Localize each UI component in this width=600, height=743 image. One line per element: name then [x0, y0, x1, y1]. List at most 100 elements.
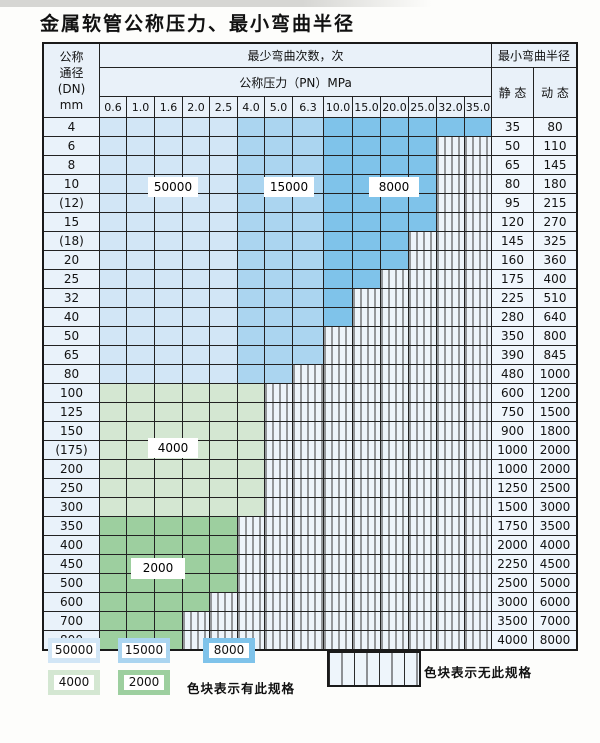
cell-no-spec [464, 383, 492, 403]
cell-has-spec [126, 345, 155, 365]
cell-has-spec [154, 497, 183, 517]
cell-no-spec [264, 535, 293, 555]
cell-no-spec [352, 364, 381, 384]
cell-has-spec [126, 497, 155, 517]
cell-has-spec [126, 231, 155, 251]
pressure-col-header: 2.5 [209, 96, 238, 118]
cell-has-spec [264, 250, 293, 270]
cell-has-spec [126, 478, 155, 498]
cell-no-spec [408, 611, 437, 631]
cell-no-spec [464, 535, 492, 555]
cell-no-spec [436, 440, 465, 460]
static-value-cell: 900 [491, 421, 534, 441]
cell-has-spec [237, 497, 265, 517]
table-row: 700 3500 7000 [42, 611, 578, 631]
cell-has-spec [209, 497, 238, 517]
cell-has-spec [209, 174, 238, 194]
pressure-header: 公称压力（PN）MPa [99, 67, 492, 97]
pressure-col-header: 5.0 [264, 96, 293, 118]
dn-cell: 20 [42, 250, 100, 270]
static-value-cell: 225 [491, 288, 534, 308]
cell-has-spec [99, 402, 127, 422]
cell-has-spec [126, 212, 155, 232]
legend-swatch-4000: 4000 [48, 670, 100, 695]
dynamic-value-cell: 1500 [533, 402, 578, 422]
cell-no-spec [264, 573, 293, 593]
label-2000-cycles: 2000 [132, 559, 184, 578]
cell-has-spec [209, 193, 238, 213]
cell-no-spec [408, 497, 437, 517]
static-value-cell: 1000 [491, 440, 534, 460]
cell-has-spec [323, 212, 353, 232]
cell-no-spec [436, 136, 465, 156]
cell-has-spec [182, 516, 210, 536]
cell-no-spec [237, 535, 265, 555]
cell-no-spec [436, 231, 465, 251]
cell-has-spec [154, 364, 183, 384]
legend-swatch-label: 50000 [51, 643, 97, 658]
cell-has-spec [209, 478, 238, 498]
cell-has-spec [292, 212, 324, 232]
dn-header-line1: 公称 [59, 49, 84, 64]
cell-no-spec [436, 326, 465, 346]
cell-no-spec [292, 554, 324, 574]
cell-has-spec [182, 117, 210, 137]
table-row: 600 3000 6000 [42, 592, 578, 612]
cell-has-spec [99, 554, 127, 574]
dn-column-header: 公称 通径 (DN) mm [42, 42, 100, 118]
cell-no-spec [436, 516, 465, 536]
cell-has-spec [99, 231, 127, 251]
cell-no-spec [408, 402, 437, 422]
dn-cell: 500 [42, 573, 100, 593]
cell-has-spec [237, 383, 265, 403]
table-row: (12) 95 215 [42, 193, 578, 213]
dynamic-value-cell: 180 [533, 174, 578, 194]
cell-has-spec [264, 364, 293, 384]
dynamic-value-cell: 5000 [533, 573, 578, 593]
cell-no-spec [408, 630, 437, 651]
cell-no-spec [380, 592, 409, 612]
cell-no-spec [323, 326, 353, 346]
static-value-cell: 750 [491, 402, 534, 422]
dynamic-value-cell: 215 [533, 193, 578, 213]
cell-has-spec [126, 535, 155, 555]
cell-no-spec [292, 497, 324, 517]
cell-has-spec [323, 136, 353, 156]
cell-no-spec [352, 440, 381, 460]
cell-no-spec [380, 421, 409, 441]
dynamic-value-cell: 1000 [533, 364, 578, 384]
cell-has-spec [408, 117, 437, 137]
cell-no-spec [352, 497, 381, 517]
cell-no-spec [352, 478, 381, 498]
cell-has-spec [182, 250, 210, 270]
table-row: 500 2500 5000 [42, 573, 578, 593]
cell-has-spec [264, 193, 293, 213]
cell-has-spec [182, 554, 210, 574]
cell-has-spec [209, 250, 238, 270]
dynamic-value-cell: 400 [533, 269, 578, 289]
cell-has-spec [154, 611, 183, 631]
cell-no-spec [237, 516, 265, 536]
cell-no-spec [436, 155, 465, 175]
cell-no-spec [237, 611, 265, 631]
cell-has-spec [182, 383, 210, 403]
cell-no-spec [380, 269, 409, 289]
static-value-cell: 80 [491, 174, 534, 194]
table-row: 100 600 1200 [42, 383, 578, 403]
static-value-cell: 1000 [491, 459, 534, 479]
table-row: (175) 1000 2000 [42, 440, 578, 460]
table-row: 250 1250 2500 [42, 478, 578, 498]
cell-has-spec [99, 155, 127, 175]
cell-no-spec [380, 440, 409, 460]
static-value-cell: 1750 [491, 516, 534, 536]
pressure-col-header: 6.3 [292, 96, 324, 118]
cell-no-spec [323, 535, 353, 555]
cell-no-spec [408, 478, 437, 498]
cell-no-spec [323, 554, 353, 574]
cell-has-spec [182, 231, 210, 251]
table-row: 4 35 80 [42, 117, 578, 137]
cell-has-spec [292, 269, 324, 289]
cell-has-spec [292, 250, 324, 270]
cell-no-spec [464, 478, 492, 498]
cell-has-spec [99, 459, 127, 479]
